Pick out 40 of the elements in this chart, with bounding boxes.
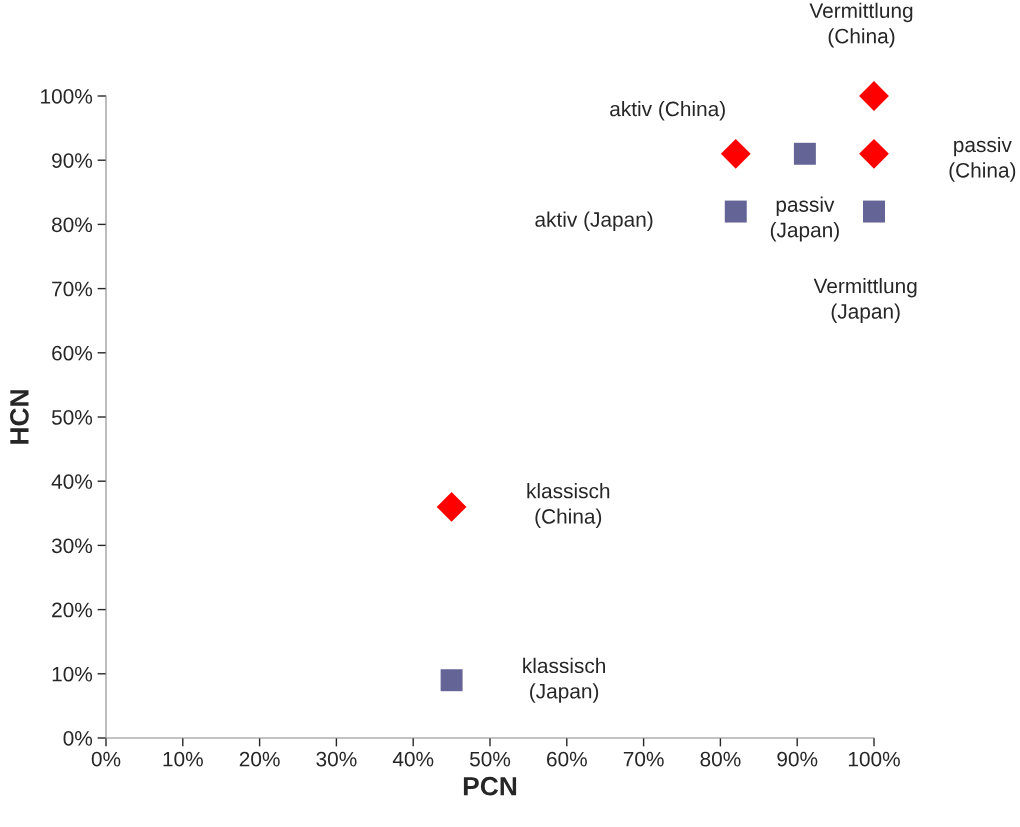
y-tick-label: 70% (52, 281, 93, 297)
x-tick-label: 100% (848, 751, 900, 767)
y-tick-label: 0% (63, 731, 93, 746)
text: passiv (China) (949, 136, 1016, 182)
x-tick-label: 50% (469, 751, 511, 767)
y-tick-label: 40% (51, 474, 93, 489)
x-tick-label: 0% (91, 751, 121, 767)
point (724, 200, 747, 223)
point (720, 138, 751, 169)
y-tick-label: 30% (51, 538, 93, 554)
y-axis-title: HCN (10, 390, 29, 444)
point (859, 81, 889, 111)
point (436, 491, 467, 522)
y-tick-label: 10% (52, 666, 93, 682)
y-tick-label: 60% (52, 345, 93, 361)
y-tick-label: 80% (52, 217, 93, 233)
annotation: aktiv (China) (610, 101, 725, 121)
x-tick-label: 30% (316, 751, 357, 767)
text: Vermittlung (China) (809, 2, 913, 48)
y-tick-label: 90% (52, 153, 93, 168)
x-tick-label: 60% (547, 751, 587, 767)
annotation: klassisch (China) (527, 483, 610, 528)
y-tick-label: 50% (51, 410, 93, 425)
x-tick-label: 70% (623, 751, 664, 767)
annotation: Vermittlung (Japan) (813, 278, 917, 323)
x-tick-label: 90% (777, 751, 818, 767)
point (859, 138, 889, 169)
point (793, 142, 816, 165)
annotation: klassisch (Japan) (523, 657, 606, 703)
x-tick-label: 20% (239, 751, 280, 767)
y-tick-label: 100% (41, 89, 93, 104)
x-axis-title: PCN (463, 776, 517, 796)
x-tick-label: 40% (392, 751, 434, 767)
x-tick-label: 10% (163, 751, 203, 767)
y-tick-label: 20% (52, 602, 93, 618)
point (440, 669, 463, 692)
annotation: passiv (Japan) (770, 196, 839, 242)
x-tick-label: 80% (700, 751, 741, 767)
annotation: aktiv (Japan) (535, 211, 653, 231)
point (863, 200, 885, 223)
